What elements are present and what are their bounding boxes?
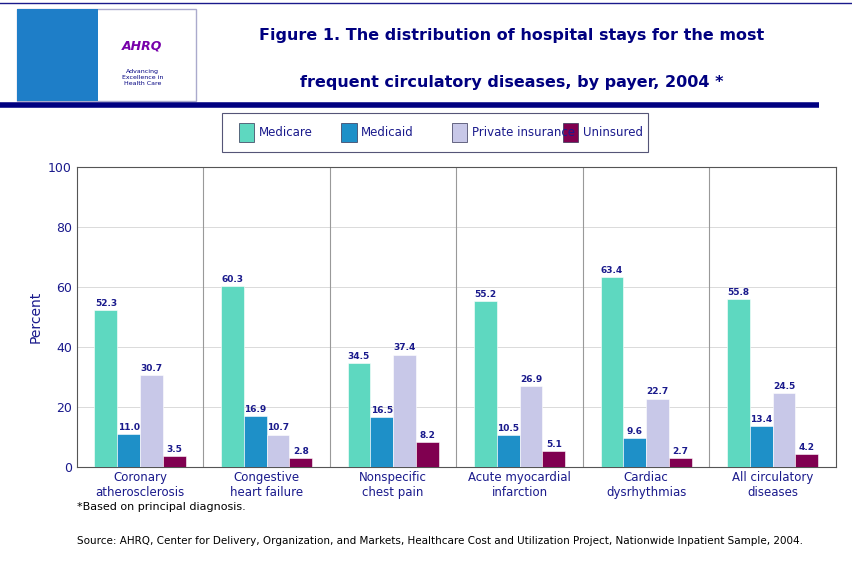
Text: 37.4: 37.4 — [393, 343, 415, 353]
Bar — [749, 426, 772, 467]
Text: 63.4: 63.4 — [600, 266, 622, 275]
Text: 30.7: 30.7 — [141, 363, 162, 373]
Bar — [266, 434, 289, 467]
Bar — [221, 286, 244, 467]
Bar — [117, 434, 140, 467]
Bar — [519, 386, 542, 467]
Bar — [772, 393, 795, 467]
Text: 52.3: 52.3 — [95, 299, 117, 308]
Text: Private insurance: Private insurance — [471, 126, 574, 139]
Bar — [474, 301, 496, 467]
Text: 55.2: 55.2 — [474, 290, 496, 299]
Bar — [347, 363, 370, 467]
Bar — [496, 435, 519, 467]
Text: 11.0: 11.0 — [118, 423, 140, 431]
Text: 2.8: 2.8 — [292, 447, 308, 456]
Text: Source: AHRQ, Center for Delivery, Organization, and Markets, Healthcare Cost an: Source: AHRQ, Center for Delivery, Organ… — [77, 536, 802, 546]
Text: Advancing
Excellence in
Health Care: Advancing Excellence in Health Care — [122, 69, 163, 86]
Text: 24.5: 24.5 — [772, 382, 794, 391]
Bar — [370, 417, 393, 467]
Text: 5.1: 5.1 — [545, 440, 561, 449]
Text: 3.5: 3.5 — [166, 445, 182, 454]
Bar — [289, 458, 312, 467]
Bar — [341, 123, 356, 142]
Bar — [222, 113, 648, 152]
Bar — [452, 123, 467, 142]
Text: 2.7: 2.7 — [671, 448, 688, 456]
Text: 10.5: 10.5 — [497, 424, 519, 433]
Bar — [600, 276, 623, 467]
Bar — [239, 123, 254, 142]
Text: 55.8: 55.8 — [727, 289, 749, 297]
Bar — [17, 9, 97, 101]
Bar — [795, 454, 817, 467]
Text: 26.9: 26.9 — [519, 375, 542, 384]
Bar — [17, 9, 196, 101]
Text: 34.5: 34.5 — [348, 352, 370, 361]
Text: 13.4: 13.4 — [749, 415, 772, 425]
Bar — [562, 123, 578, 142]
Text: Uninsured: Uninsured — [582, 126, 642, 139]
Bar — [140, 374, 163, 467]
Text: *Based on principal diagnosis.: *Based on principal diagnosis. — [77, 502, 245, 511]
Text: 9.6: 9.6 — [626, 427, 642, 435]
Text: AHRQ: AHRQ — [122, 39, 163, 52]
Text: Medicare: Medicare — [258, 126, 312, 139]
Text: frequent circulatory diseases, by payer, 2004 *: frequent circulatory diseases, by payer,… — [300, 74, 722, 90]
Text: Figure 1. The distribution of hospital stays for the most: Figure 1. The distribution of hospital s… — [259, 28, 763, 43]
Text: 16.9: 16.9 — [244, 405, 266, 414]
Text: 16.5: 16.5 — [371, 406, 392, 415]
Bar — [623, 438, 646, 467]
Bar — [668, 458, 691, 467]
Y-axis label: Percent: Percent — [28, 291, 43, 343]
Text: 22.7: 22.7 — [646, 388, 668, 396]
Bar — [393, 355, 416, 467]
Text: 8.2: 8.2 — [419, 431, 435, 440]
Bar — [726, 300, 749, 467]
Text: 10.7: 10.7 — [267, 423, 289, 433]
Text: Medicaid: Medicaid — [360, 126, 413, 139]
Bar — [95, 310, 117, 467]
Bar — [244, 416, 266, 467]
Text: 60.3: 60.3 — [222, 275, 243, 284]
Bar — [542, 451, 565, 467]
Text: 4.2: 4.2 — [798, 443, 814, 452]
Bar — [416, 442, 438, 467]
Bar — [645, 399, 668, 467]
Bar — [163, 456, 186, 467]
